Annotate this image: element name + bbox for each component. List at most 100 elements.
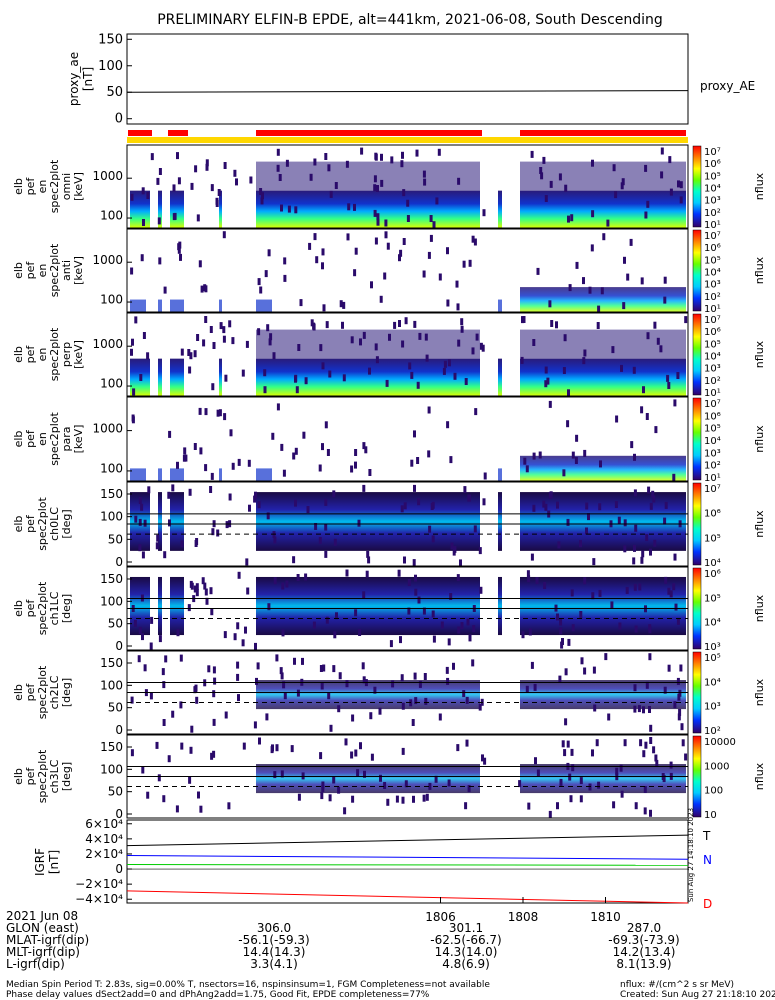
sparse-count (579, 777, 583, 785)
sparse-count (172, 184, 176, 192)
sparse-count (339, 300, 343, 308)
sparse-count (203, 284, 207, 292)
sparse-count (465, 739, 469, 747)
sparse-count (446, 247, 449, 255)
sparse-count (168, 430, 172, 438)
sparse-count (183, 447, 187, 455)
sparse-count (664, 576, 668, 584)
colorbar-tick-label: 10² (704, 726, 721, 737)
sparse-count (571, 624, 575, 632)
colorbar-tick-label: 10³ (704, 702, 721, 713)
panel-ylabel-line: elb (12, 768, 25, 785)
sparse-count (563, 749, 567, 757)
panel-ytick-label: 100 (100, 594, 123, 608)
pitch-angle-band (520, 680, 686, 710)
sparse-count (386, 798, 390, 806)
sparse-count (398, 254, 401, 262)
colorbar-tick-label: 10⁵ (704, 171, 721, 182)
panel-ylabel-line: elb (12, 431, 25, 448)
sparse-count (196, 214, 200, 222)
spectrum-band (130, 468, 146, 481)
sparse-count (427, 251, 431, 259)
sparse-count (464, 378, 468, 385)
sparse-count (198, 260, 202, 268)
sparse-count (646, 200, 650, 208)
sparse-count (259, 188, 263, 195)
sparse-count (324, 550, 328, 558)
sparse-count (400, 160, 404, 168)
sparse-count (335, 612, 338, 620)
spectrum-band (498, 299, 502, 312)
sparse-count (222, 231, 226, 239)
sparse-count (374, 152, 378, 160)
colorbar-tick-label: 10¹ (704, 473, 721, 484)
sparse-count (200, 285, 204, 293)
sparse-count (592, 666, 596, 674)
sparse-count (199, 805, 203, 813)
sparse-count (582, 357, 586, 365)
sparse-count (236, 622, 240, 630)
sparse-count (664, 501, 668, 509)
sparse-count (313, 233, 317, 241)
sparse-count (424, 697, 428, 705)
spectrum-band (158, 190, 162, 228)
pitch-angle-band (520, 576, 686, 636)
sparse-count (212, 750, 216, 758)
sparse-count (535, 577, 539, 585)
sparse-count (438, 713, 442, 721)
sparse-count (141, 766, 145, 774)
sparse-count (456, 744, 460, 752)
spectrum-band (158, 358, 162, 396)
sparse-count (457, 177, 461, 185)
sparse-count (612, 164, 616, 172)
sparse-count (575, 434, 579, 442)
sparse-count (319, 344, 323, 352)
sparse-count (187, 349, 191, 356)
sparse-count (241, 369, 245, 377)
sparse-count (567, 215, 570, 223)
panel-ylabel-line: elb (12, 516, 25, 533)
sparse-count (179, 253, 182, 261)
sparse-count (147, 486, 151, 494)
sparse-count (467, 494, 471, 502)
sparse-count (520, 356, 524, 364)
panel-ytick-label: 1000 (92, 337, 123, 351)
sparse-count (442, 367, 446, 375)
sparse-count (649, 809, 652, 817)
sparse-count (591, 159, 594, 167)
sparse-count (337, 786, 341, 794)
sparse-count (633, 489, 637, 497)
sparse-count (345, 160, 349, 168)
sparse-count (231, 337, 235, 345)
sparse-count (539, 167, 543, 174)
sparse-count (306, 506, 310, 513)
sparse-count (237, 458, 241, 466)
sparse-count (276, 164, 280, 172)
sparse-count (574, 457, 578, 464)
sparse-count (482, 209, 486, 217)
sparse-count (354, 461, 357, 469)
sparse-count (257, 501, 261, 509)
sparse-count (281, 629, 285, 637)
sparse-count (558, 675, 562, 683)
footer: 2021 Jun 08 GLON (east) MLAT-igrf(dip) M… (0, 908, 775, 1000)
sparse-count (190, 182, 194, 190)
panel-ylabel-line: elb (12, 346, 25, 363)
panel-ytick-label: 1000 (92, 421, 123, 435)
sparse-count (673, 399, 677, 407)
sparse-count (642, 706, 645, 714)
sparse-count (680, 723, 684, 731)
colorbar-tick-label: 10⁶ (704, 327, 721, 338)
spectrum-band (219, 468, 222, 481)
panel-ylabel-line: para (60, 427, 73, 452)
sparse-count (281, 582, 285, 590)
sparse-count (177, 177, 181, 185)
sparse-count (163, 286, 167, 294)
sparse-count (561, 638, 564, 645)
spectrum-band (219, 299, 222, 312)
sparse-count (423, 673, 427, 680)
sparse-count (265, 713, 269, 721)
sparse-count (283, 257, 287, 265)
sparse-count (642, 750, 646, 758)
